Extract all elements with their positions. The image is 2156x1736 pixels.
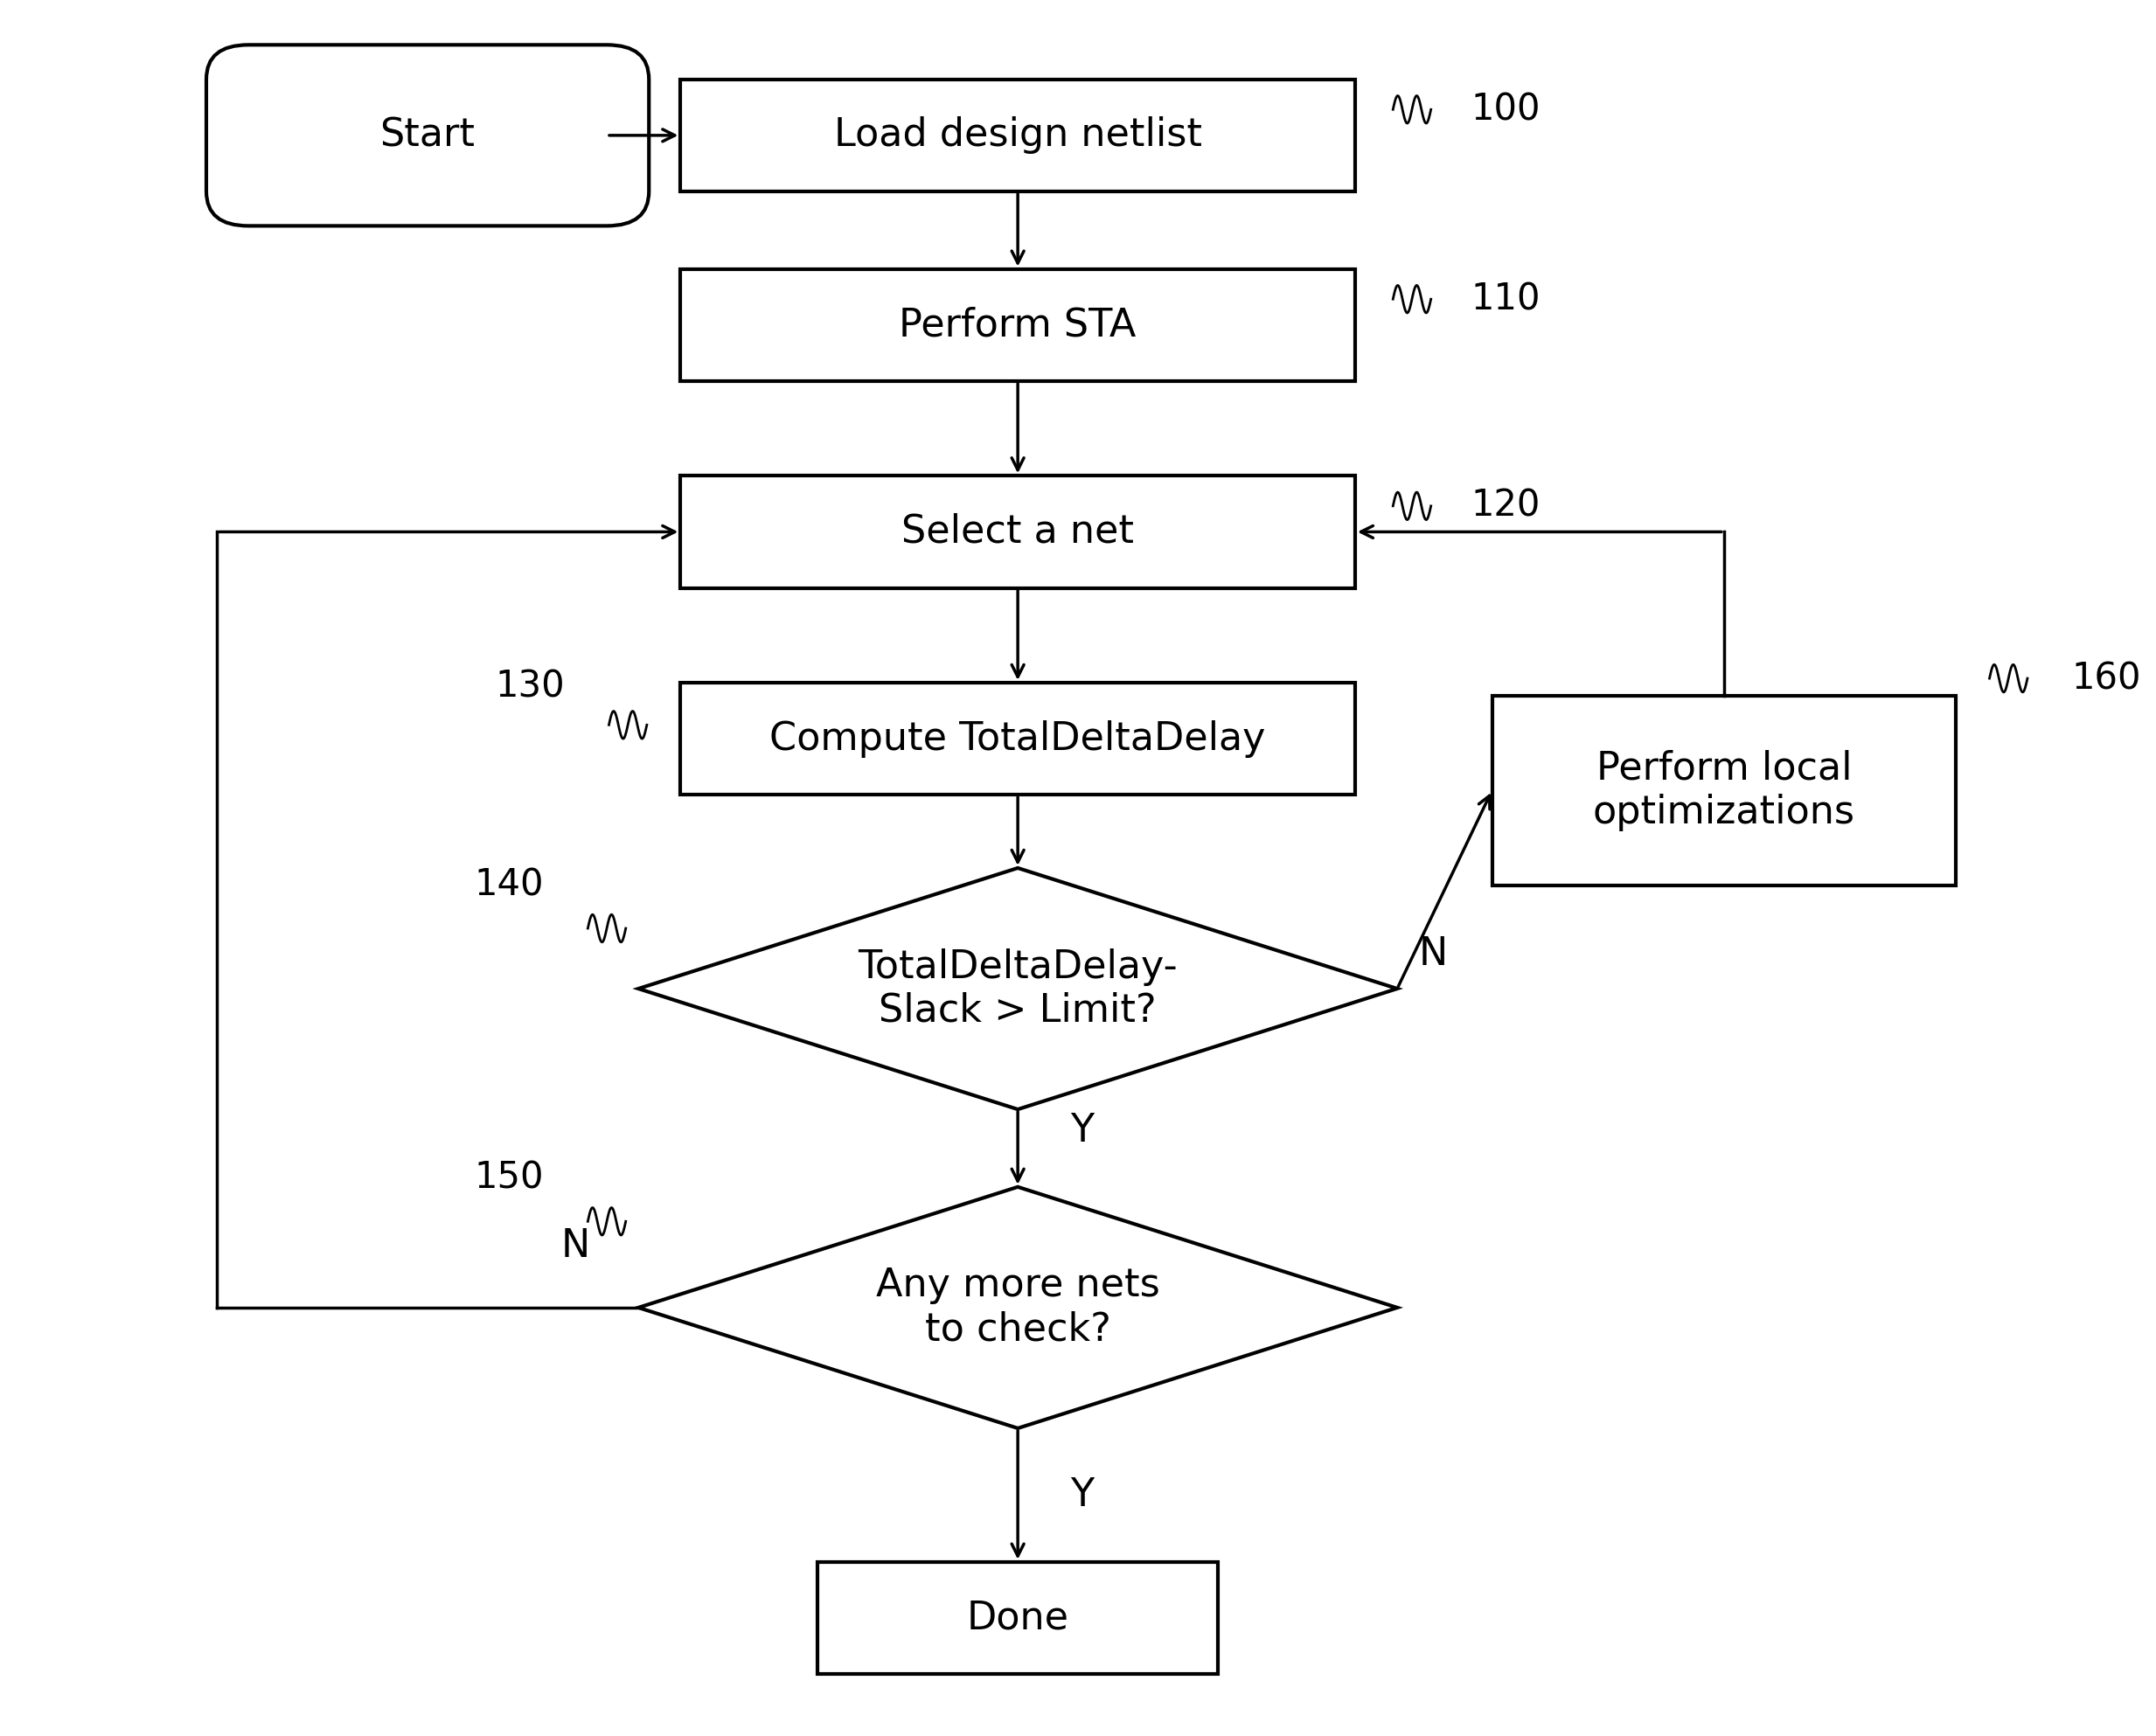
Text: Y: Y (1072, 1113, 1095, 1149)
Text: Start: Start (379, 116, 474, 155)
Text: 140: 140 (474, 866, 543, 904)
Text: Y: Y (1072, 1476, 1095, 1514)
Text: 120: 120 (1470, 488, 1539, 524)
Text: 130: 130 (496, 668, 565, 705)
Text: TotalDeltaDelay-
Slack > Limit?: TotalDeltaDelay- Slack > Limit? (858, 948, 1177, 1029)
Text: Load design netlist: Load design netlist (834, 116, 1201, 155)
Text: N: N (561, 1227, 591, 1264)
Text: N: N (1419, 936, 1447, 972)
FancyBboxPatch shape (681, 476, 1354, 589)
Text: Done: Done (966, 1599, 1069, 1637)
Text: Select a net: Select a net (901, 514, 1134, 550)
Text: 160: 160 (2072, 660, 2141, 696)
Text: 110: 110 (1470, 281, 1542, 318)
Text: Perform local
optimizations: Perform local optimizations (1593, 750, 1854, 832)
FancyBboxPatch shape (817, 1562, 1218, 1674)
FancyBboxPatch shape (681, 269, 1354, 380)
Polygon shape (638, 868, 1397, 1109)
Text: Compute TotalDeltaDelay: Compute TotalDeltaDelay (770, 720, 1266, 757)
Polygon shape (638, 1187, 1397, 1429)
FancyBboxPatch shape (681, 682, 1354, 795)
Text: 150: 150 (474, 1160, 543, 1196)
FancyBboxPatch shape (681, 80, 1354, 191)
Text: 100: 100 (1470, 92, 1542, 128)
Text: Any more nets
to check?: Any more nets to check? (875, 1267, 1160, 1349)
FancyBboxPatch shape (207, 45, 649, 226)
Text: Perform STA: Perform STA (899, 306, 1136, 344)
FancyBboxPatch shape (1492, 696, 1955, 885)
